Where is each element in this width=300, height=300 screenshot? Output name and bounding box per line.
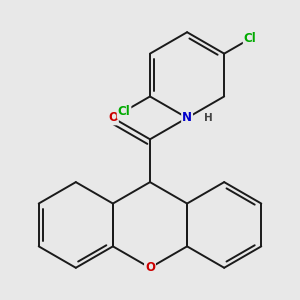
- Text: O: O: [145, 261, 155, 274]
- Text: Cl: Cl: [244, 32, 256, 45]
- Text: H: H: [204, 113, 213, 123]
- Text: O: O: [108, 111, 118, 124]
- Text: Cl: Cl: [118, 105, 130, 118]
- Text: N: N: [182, 111, 192, 124]
